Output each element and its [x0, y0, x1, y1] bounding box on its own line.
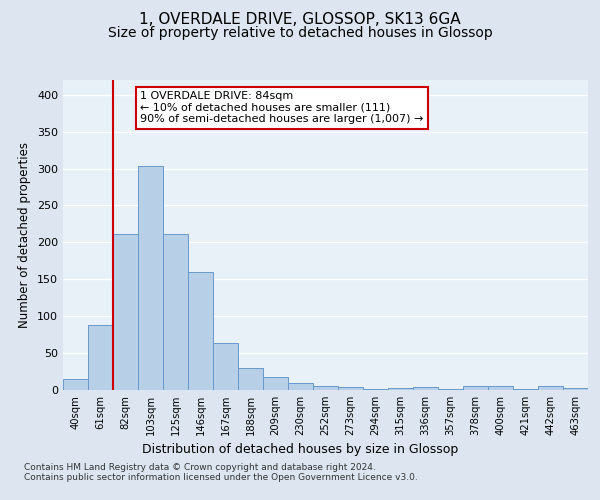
Bar	[163, 234, 188, 390]
Bar	[288, 382, 313, 390]
Bar	[63, 379, 88, 390]
Y-axis label: Number of detached properties: Number of detached properties	[19, 142, 31, 328]
Bar	[538, 386, 563, 390]
Bar	[138, 166, 163, 390]
Bar	[188, 272, 213, 390]
Bar	[438, 388, 463, 390]
Bar	[263, 378, 288, 390]
Bar	[88, 325, 113, 390]
Text: 1 OVERDALE DRIVE: 84sqm
← 10% of detached houses are smaller (111)
90% of semi-d: 1 OVERDALE DRIVE: 84sqm ← 10% of detache…	[140, 91, 424, 124]
Bar	[513, 388, 538, 390]
Text: Size of property relative to detached houses in Glossop: Size of property relative to detached ho…	[107, 26, 493, 40]
Bar	[463, 386, 488, 390]
Bar	[313, 386, 338, 390]
Bar	[213, 343, 238, 390]
Bar	[388, 388, 413, 390]
Bar	[238, 368, 263, 390]
Bar	[488, 386, 513, 390]
Bar	[563, 388, 588, 390]
Text: 1, OVERDALE DRIVE, GLOSSOP, SK13 6GA: 1, OVERDALE DRIVE, GLOSSOP, SK13 6GA	[139, 12, 461, 28]
Bar	[413, 387, 438, 390]
Bar	[113, 234, 138, 390]
Bar	[338, 387, 363, 390]
Text: Distribution of detached houses by size in Glossop: Distribution of detached houses by size …	[142, 442, 458, 456]
Text: Contains HM Land Registry data © Crown copyright and database right 2024.
Contai: Contains HM Land Registry data © Crown c…	[24, 462, 418, 482]
